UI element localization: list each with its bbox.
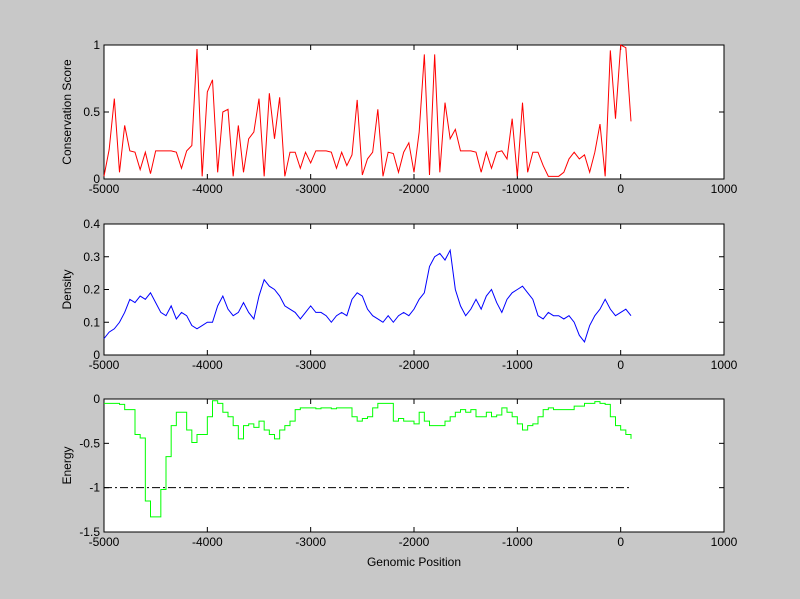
x-tick-label: -3000 (295, 182, 326, 196)
x-tick-label: -5000 (89, 182, 120, 196)
x-tick-label: -4000 (192, 535, 223, 549)
x-tick-label: -5000 (89, 358, 120, 372)
plot-area (103, 223, 725, 356)
y-tick-label: 0 (93, 392, 100, 406)
energy-subplot: -5000 -4000 -3000 -2000 -1000 0 1000 -1.5 -1 -0.5… (60, 392, 738, 569)
y-tick-label: 0.1 (83, 315, 100, 329)
x-tick-label: 0 (617, 535, 624, 549)
y-tick-label: -1.5 (79, 525, 100, 539)
y-axis-label: Energy (60, 446, 74, 484)
series-line (103, 248, 632, 343)
y-tick-label: 0.5 (83, 105, 100, 119)
y-axis-label: Density (60, 269, 74, 309)
y-tick-label: 0.3 (83, 250, 100, 264)
y-tick-label: 0 (93, 172, 100, 186)
x-tick-label: -2000 (399, 535, 430, 549)
x-tick-label: -2000 (399, 358, 430, 372)
x-tick-label: 0 (617, 358, 624, 372)
series-line (103, 44, 632, 177)
x-tick-label: -1000 (502, 535, 533, 549)
y-tick-label: 1 (93, 38, 100, 52)
x-axis-label: Genomic Position (367, 555, 461, 569)
y-tick-label: -0.5 (79, 436, 100, 450)
series-line (104, 400, 632, 518)
y-tick-label: -1 (89, 481, 100, 495)
density-subplot: -5000 -4000 -3000 -2000 -1000 0 1000 0 0.1 0.2 0.3… (60, 217, 738, 372)
x-tick-label: 1000 (711, 358, 738, 372)
plot-area (103, 398, 725, 533)
x-tick-label: -1000 (502, 358, 533, 372)
plot-area (103, 44, 725, 180)
x-tick-label: 1000 (711, 535, 738, 549)
y-tick-label: 0.2 (83, 283, 100, 297)
y-axis-label: Conservation Score (60, 59, 74, 165)
conservation-subplot: -5000 -4000 -3000 -2000 -1000 0 1000 0 0.5 1 Conse… (60, 38, 738, 196)
x-tick-label: -4000 (192, 182, 223, 196)
y-tick-label: 0.4 (83, 217, 100, 231)
x-tick-label: 0 (617, 182, 624, 196)
y-tick-label: 0 (93, 348, 100, 362)
x-tick-label: 1000 (711, 182, 738, 196)
x-tick-label: -3000 (295, 535, 326, 549)
x-tick-label: -1000 (502, 182, 533, 196)
x-tick-label: -4000 (192, 358, 223, 372)
x-tick-label: -2000 (399, 182, 430, 196)
x-tick-label: -3000 (295, 358, 326, 372)
x-tick-label: -5000 (89, 535, 120, 549)
